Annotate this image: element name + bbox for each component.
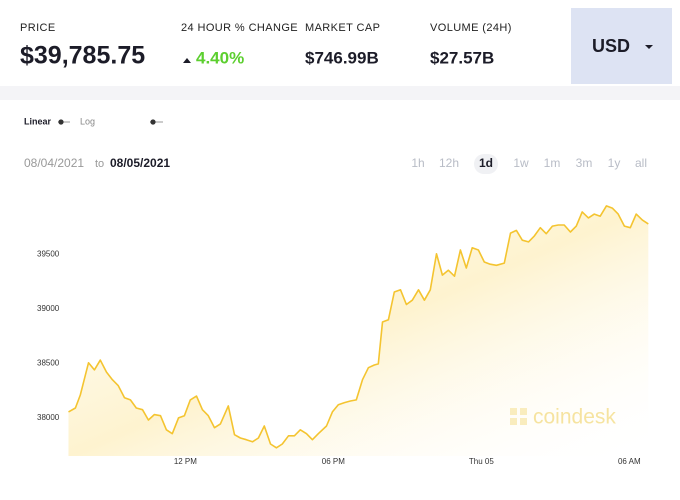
range-button[interactable]: 1d: [479, 156, 493, 170]
stat-label: MARKET CAP: [305, 22, 380, 34]
area: [68, 205, 649, 456]
watermark: coindesk: [533, 406, 616, 429]
dropdown-caret: [645, 45, 653, 49]
range-button[interactable]: 1y: [608, 156, 621, 170]
divider-band: [0, 86, 680, 100]
y-tick-label: 38000: [37, 413, 60, 422]
x-tick-label: Thu 05: [469, 457, 494, 466]
toggle-knob: [58, 119, 64, 125]
currency: USD: [592, 36, 630, 56]
toggle-knob: [150, 119, 156, 125]
range-button[interactable]: all: [635, 156, 647, 170]
range-button[interactable]: 3m: [576, 156, 593, 170]
stat-label: VOLUME (24H): [430, 22, 512, 34]
x-tick-label: 06 PM: [322, 457, 345, 466]
range-button[interactable]: 1m: [544, 156, 561, 170]
date-to: 08/05/2021: [110, 156, 170, 170]
up-arrow: [183, 58, 191, 63]
stat-label: 24 HOUR % CHANGE: [181, 22, 298, 34]
y-tick-label: 39500: [37, 249, 60, 258]
x-tick-label: 12 PM: [174, 457, 197, 466]
line: [68, 205, 649, 449]
date-from: 08/04/2021: [24, 156, 84, 170]
y-tick-label: 39000: [37, 304, 60, 313]
stat-label: PRICE: [20, 22, 56, 34]
range-button[interactable]: 1h: [411, 156, 424, 170]
scale-option: Linear: [24, 116, 52, 126]
range-button[interactable]: 12h: [439, 156, 459, 170]
range-button[interactable]: 1w: [513, 156, 529, 170]
stat-value: $27.57B: [430, 48, 494, 67]
x-tick-label: 06 AM: [618, 457, 641, 466]
scale-option: Log: [80, 116, 95, 126]
stat-value: 4.40%: [196, 48, 244, 67]
y-tick-label: 38500: [37, 358, 60, 367]
stat-value: $39,785.75: [20, 42, 145, 70]
currency-button[interactable]: [571, 8, 672, 84]
stat-value: $746.99B: [305, 48, 379, 67]
range-active-bg: [474, 154, 498, 174]
date-sep: to: [95, 158, 104, 170]
